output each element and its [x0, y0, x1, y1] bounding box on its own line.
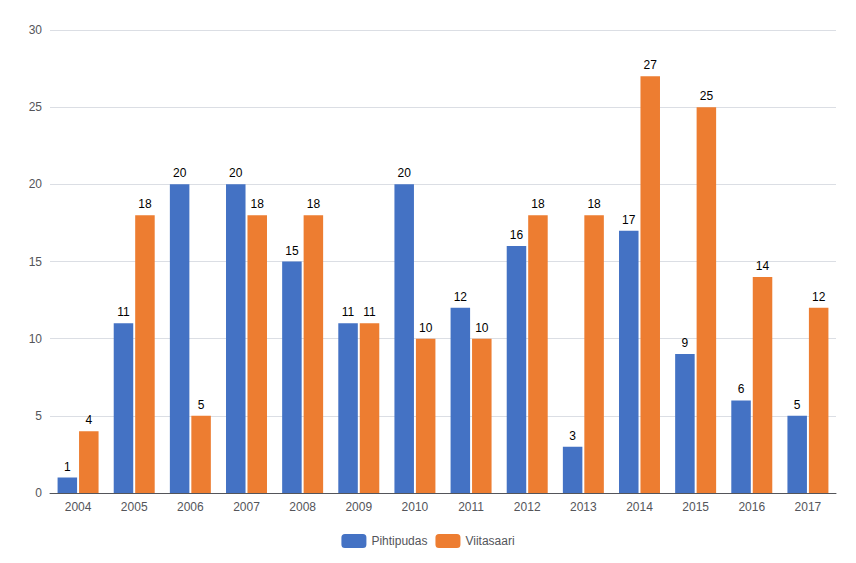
svg-text:2012: 2012 [514, 500, 541, 514]
svg-text:2007: 2007 [233, 500, 260, 514]
svg-text:5: 5 [35, 409, 42, 423]
svg-text:5: 5 [198, 398, 205, 412]
svg-text:20: 20 [173, 166, 187, 180]
svg-text:5: 5 [794, 398, 801, 412]
svg-text:2004: 2004 [65, 500, 92, 514]
svg-text:2014: 2014 [626, 500, 653, 514]
svg-text:18: 18 [587, 197, 601, 211]
svg-text:1: 1 [64, 460, 71, 474]
svg-text:2005: 2005 [121, 500, 148, 514]
svg-text:20: 20 [29, 177, 43, 191]
svg-text:15: 15 [285, 244, 299, 258]
svg-text:12: 12 [812, 290, 826, 304]
svg-text:18: 18 [531, 197, 545, 211]
svg-text:2008: 2008 [289, 500, 316, 514]
svg-text:10: 10 [475, 321, 489, 335]
svg-text:17: 17 [622, 213, 636, 227]
svg-text:2015: 2015 [682, 500, 709, 514]
svg-text:2011: 2011 [458, 500, 484, 514]
svg-text:25: 25 [700, 89, 714, 103]
svg-text:18: 18 [251, 197, 265, 211]
svg-text:11: 11 [342, 305, 355, 319]
svg-text:16: 16 [510, 228, 524, 242]
svg-text:Viitasaari: Viitasaari [465, 534, 514, 548]
svg-text:2009: 2009 [345, 500, 372, 514]
svg-text:27: 27 [644, 58, 658, 72]
svg-text:9: 9 [682, 336, 689, 350]
svg-text:2010: 2010 [402, 500, 429, 514]
svg-text:25: 25 [29, 100, 43, 114]
svg-text:4: 4 [85, 413, 92, 427]
svg-text:3: 3 [569, 429, 576, 443]
svg-text:11: 11 [363, 305, 376, 319]
svg-text:11: 11 [117, 305, 130, 319]
svg-text:2013: 2013 [570, 500, 597, 514]
svg-text:2017: 2017 [795, 500, 822, 514]
svg-text:20: 20 [398, 166, 412, 180]
svg-text:6: 6 [738, 382, 745, 396]
svg-text:18: 18 [307, 197, 321, 211]
svg-text:15: 15 [29, 255, 43, 269]
svg-text:Pihtipudas: Pihtipudas [371, 534, 427, 548]
svg-text:2006: 2006 [177, 500, 204, 514]
svg-text:18: 18 [138, 197, 152, 211]
svg-text:10: 10 [29, 332, 43, 346]
svg-text:30: 30 [29, 23, 43, 37]
svg-text:20: 20 [229, 166, 243, 180]
svg-text:2016: 2016 [738, 500, 765, 514]
svg-text:12: 12 [454, 290, 468, 304]
svg-text:0: 0 [35, 486, 42, 500]
svg-text:10: 10 [419, 321, 433, 335]
svg-text:14: 14 [756, 259, 770, 273]
